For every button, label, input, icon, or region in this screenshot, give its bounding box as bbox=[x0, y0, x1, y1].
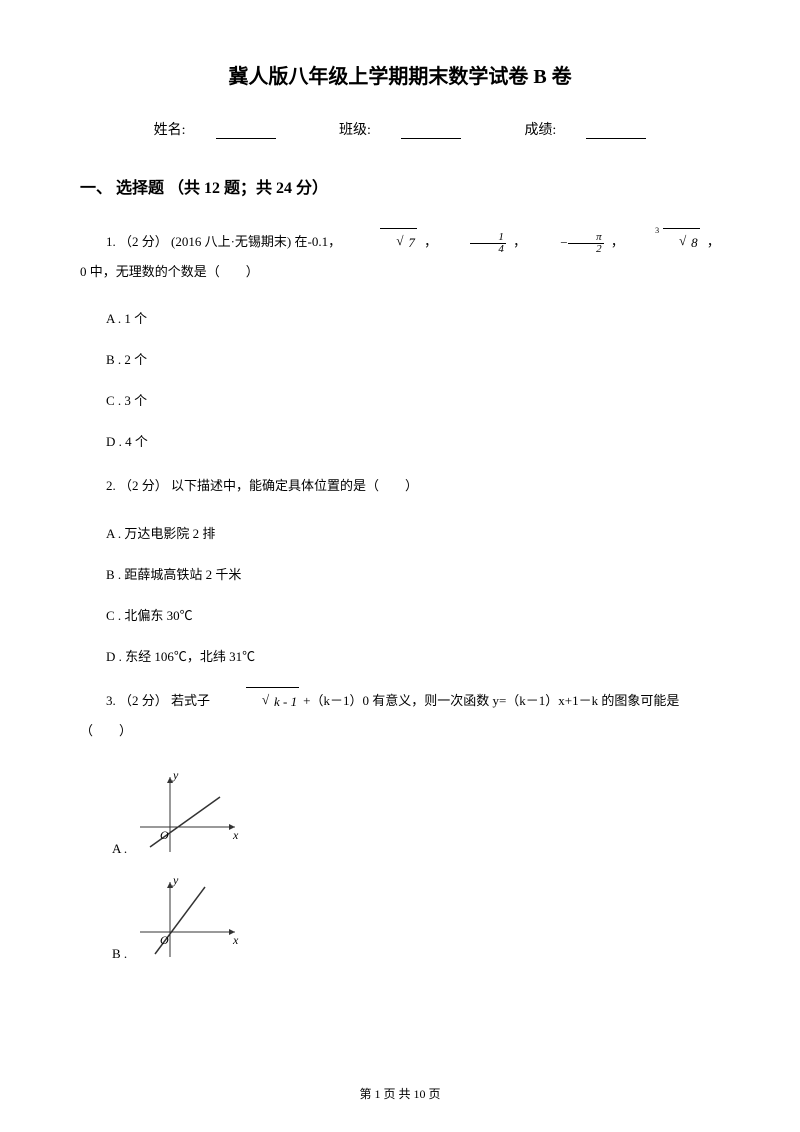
exam-title: 冀人版八年级上学期期末数学试卷 B 卷 bbox=[80, 60, 720, 89]
q3-option-b: B . y x O bbox=[112, 872, 720, 962]
question-3: 3. （2 分） 若式子k - 1+（k－1）0 有意义，则一次函数 y=（k－… bbox=[80, 687, 720, 745]
info-row: 姓名: 班级: 成绩: bbox=[80, 119, 720, 139]
name-label: 姓名: bbox=[139, 123, 291, 138]
q2-option-b: B . 距薛城高铁站 2 千米 bbox=[106, 564, 720, 583]
q2-option-a: A . 万达电影院 2 排 bbox=[106, 523, 720, 542]
q1-prefix: 1. （2 分） (2016 八上·无锡期末) 在-0.1， bbox=[106, 234, 341, 249]
y-axis-label: y bbox=[172, 768, 179, 782]
section-1-header: 一、 选择题 （共 12 题；共 24 分） bbox=[80, 174, 720, 198]
frac-1-4: 14 bbox=[440, 229, 510, 258]
x-axis-label: x bbox=[232, 828, 239, 842]
q3-option-b-label: B . bbox=[112, 946, 127, 962]
class-label: 班级: bbox=[324, 123, 476, 138]
neg-pi-2: −π2 bbox=[529, 229, 607, 258]
origin-label: O bbox=[160, 828, 169, 842]
x-axis-label: x bbox=[232, 933, 239, 947]
q3-option-a-label: A . bbox=[112, 841, 127, 857]
graph-b: y x O bbox=[135, 872, 245, 962]
q1-sep3: ， bbox=[611, 234, 624, 249]
q3-prefix: 3. （2 分） 若式子 bbox=[106, 693, 210, 708]
q1-sep2: ， bbox=[513, 234, 526, 249]
sqrt-7: 7 bbox=[344, 228, 421, 258]
graph-a: y x O bbox=[135, 767, 245, 857]
score-label: 成绩: bbox=[509, 123, 661, 138]
q1-option-d: D . 4 个 bbox=[106, 431, 720, 450]
question-1: 1. （2 分） (2016 八上·无锡期末) 在-0.1， 7 ， 14 ， … bbox=[80, 228, 720, 286]
sqrt-k-1: k - 1 bbox=[210, 687, 303, 717]
q1-option-c: C . 3 个 bbox=[106, 390, 720, 409]
q3-option-a: A . y x O bbox=[112, 767, 720, 857]
y-axis-label: y bbox=[172, 873, 179, 887]
q1-sep1: ， bbox=[424, 234, 437, 249]
q1-option-b: B . 2 个 bbox=[106, 349, 720, 368]
q1-option-a: A . 1 个 bbox=[106, 308, 720, 327]
q2-option-d: D . 东经 106℃，北纬 31℃ bbox=[106, 646, 720, 665]
q2-option-c: C . 北偏东 30℃ bbox=[106, 605, 720, 624]
cuberoot-8: 38 bbox=[627, 228, 704, 258]
question-2: 2. （2 分） 以下描述中，能确定具体位置的是（ ） bbox=[80, 472, 720, 501]
origin-label: O bbox=[160, 933, 169, 947]
page-footer: 第 1 页 共 10 页 bbox=[0, 1085, 800, 1102]
